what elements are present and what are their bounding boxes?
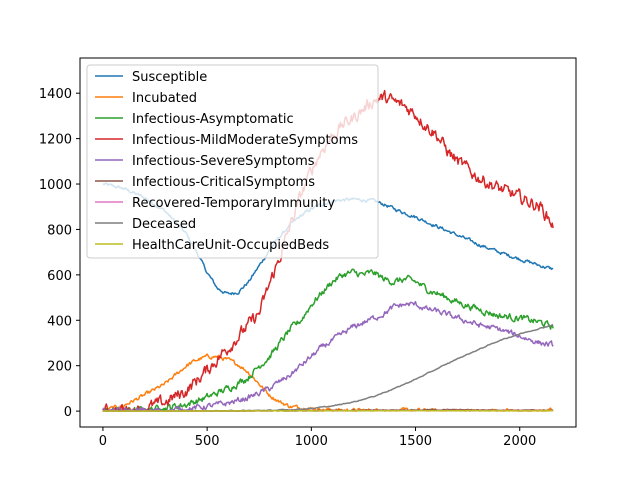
legend-label: Recovered-TemporaryImmunity xyxy=(132,196,335,211)
legend-label: Incubated xyxy=(132,91,197,106)
y-tick-label: 1200 xyxy=(39,133,72,148)
y-tick-label: 400 xyxy=(47,314,72,329)
y-tick-label: 0 xyxy=(64,405,72,420)
plot-frame xyxy=(79,57,577,428)
y-axis: 0 200 400 600 800 1000 1200 1400 xyxy=(39,87,80,420)
x-axis: 0 500 1000 1500 2000 xyxy=(99,427,536,449)
legend-label: Infectious-CriticalSymptoms xyxy=(132,175,315,190)
y-tick-label: 600 xyxy=(47,269,72,284)
y-tick-label: 800 xyxy=(47,223,72,238)
y-tick-label: 200 xyxy=(47,360,72,375)
legend-label: Susceptible xyxy=(132,70,207,85)
x-tick-label: 2000 xyxy=(503,434,536,449)
legend-label: Infectious-MildModerateSymptoms xyxy=(132,133,358,148)
y-tick-label: 1000 xyxy=(39,178,72,193)
y-tick-label: 1400 xyxy=(39,87,72,102)
x-tick-label: 500 xyxy=(195,434,220,449)
legend-label: HealthCareUnit-OccupiedBeds xyxy=(132,238,329,253)
legend-label: Infectious-SevereSymptoms xyxy=(132,154,315,169)
legend-box xyxy=(86,64,379,259)
x-tick-label: 1000 xyxy=(295,434,328,449)
series-line-9 xyxy=(102,409,554,412)
series-line-5 xyxy=(102,300,554,412)
x-tick-label: 1500 xyxy=(399,434,432,449)
legend: Susceptible Incubated Infectious-Asymptoma… xyxy=(86,64,379,259)
legend-label: Deceased xyxy=(132,217,196,232)
x-tick-label: 0 xyxy=(99,434,107,449)
legend-label: Infectious-Asymptomatic xyxy=(132,112,294,127)
series-layer xyxy=(102,89,554,412)
